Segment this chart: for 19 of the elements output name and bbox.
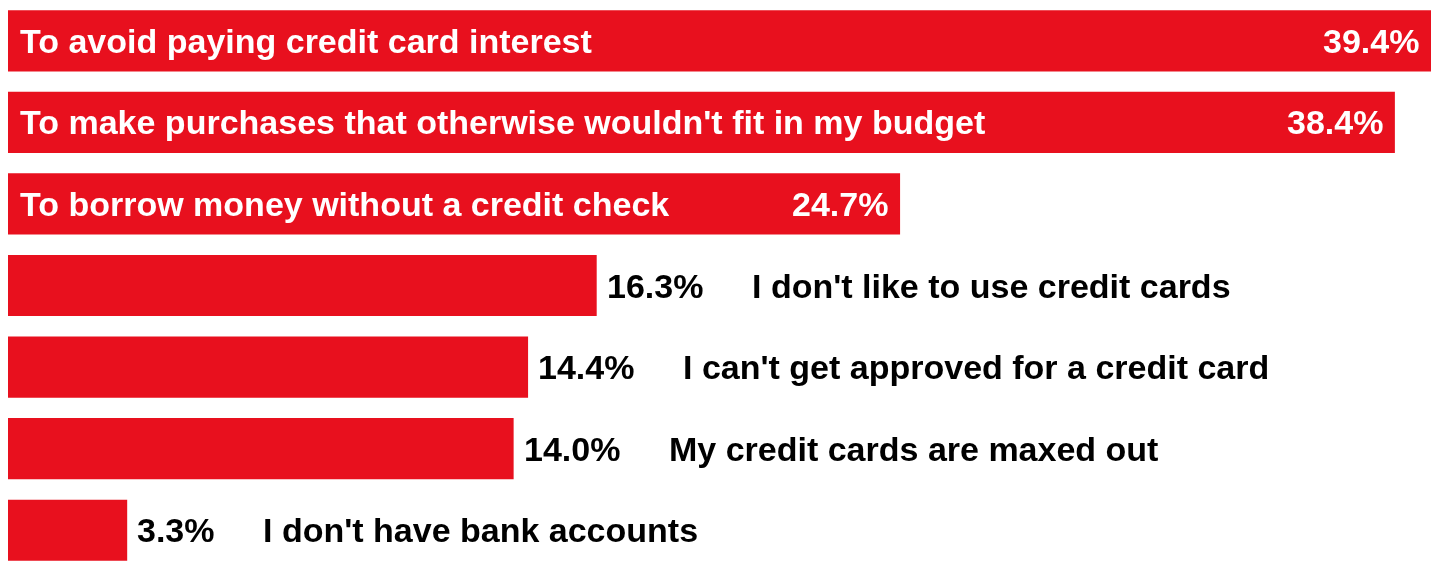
data-label: 14.0% (524, 430, 621, 468)
bar (8, 254, 597, 317)
bar (8, 10, 1431, 72)
data-label: 16.3% (607, 267, 704, 305)
y-tick-label: I can't get approved for a credit card (683, 348, 1270, 386)
y-tick-label: To borrow money without a credit check (20, 185, 670, 223)
bar (8, 336, 529, 398)
data-label: 39.4% (1323, 22, 1420, 60)
y-tick-label: To avoid paying credit card interest (20, 22, 592, 60)
y-tick-label: I don't have bank accounts (263, 511, 699, 549)
y-tick-label: I don't like to use credit cards (752, 267, 1231, 305)
y-tick-label: My credit cards are maxed out (669, 430, 1159, 468)
data-label: 38.4% (1287, 103, 1384, 141)
data-label: 24.7% (792, 185, 889, 223)
bar (8, 418, 514, 480)
data-label: 3.3% (137, 511, 215, 549)
bar (8, 499, 128, 561)
y-tick-label: To make purchases that otherwise wouldn't fit in my budget (20, 103, 986, 141)
data-label: 14.4% (538, 348, 635, 386)
